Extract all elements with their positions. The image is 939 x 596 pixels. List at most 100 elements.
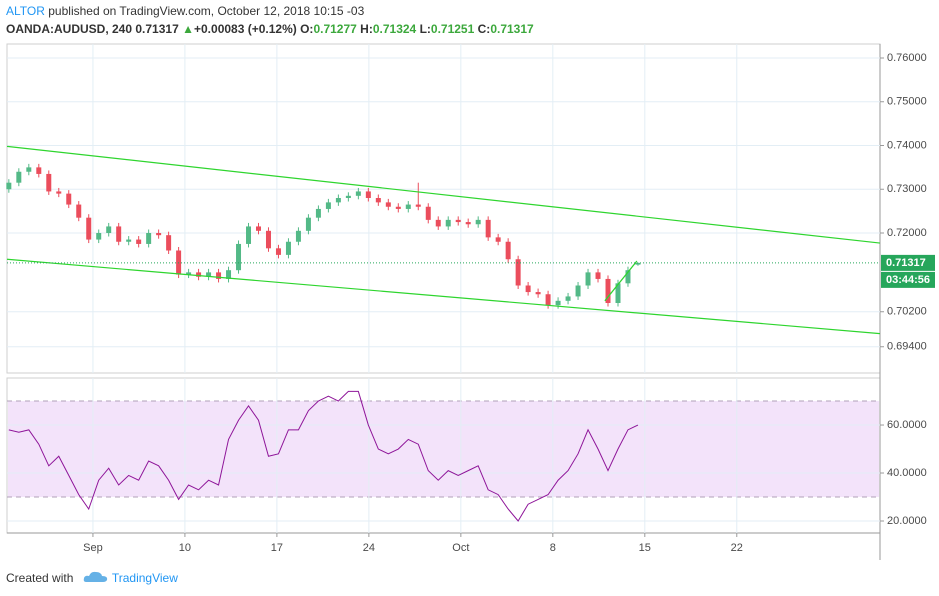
created-with: Created with	[6, 571, 74, 585]
x-tick-label: 15	[639, 542, 651, 554]
candle-body	[246, 226, 252, 244]
candle-body	[475, 219, 481, 225]
rsi-line	[8, 390, 639, 522]
candle-body	[415, 204, 421, 207]
y-tick-label: 20.0000	[887, 515, 927, 527]
last-price-label: 0.71317	[886, 257, 926, 269]
candle-body	[26, 167, 32, 172]
candle-body	[345, 195, 351, 198]
candle-body	[96, 233, 102, 240]
author: ALTOR	[6, 4, 45, 18]
ohlc-label: C:	[477, 22, 491, 36]
candle-body	[355, 191, 361, 196]
candle-body	[186, 272, 192, 275]
candle-body	[505, 241, 511, 260]
x-tick-label: 17	[271, 542, 283, 554]
candle-body	[226, 270, 232, 279]
candle-body	[635, 262, 641, 265]
candle-body	[365, 191, 371, 198]
candle-body	[166, 235, 172, 251]
y-tick-label: 0.74000	[887, 139, 927, 151]
ohlc-label: L:	[419, 22, 431, 36]
logo	[83, 571, 107, 582]
candle-body	[405, 204, 411, 209]
candle-body	[265, 230, 271, 249]
candle-body	[76, 204, 82, 218]
candle-body	[36, 167, 42, 174]
countdown-box	[881, 271, 935, 288]
x-tick-label: Sep	[83, 542, 103, 554]
trendline	[604, 260, 638, 302]
x-tick-label: Oct	[452, 542, 469, 554]
ohlc-value: 0.71277	[313, 22, 357, 36]
candle-body	[46, 173, 52, 192]
candle-body	[325, 202, 331, 209]
candle-body	[285, 241, 291, 255]
footer: Created with TradingView	[6, 570, 178, 585]
candle-body	[295, 230, 301, 242]
candle-body	[146, 233, 152, 244]
x-tick-label: 22	[731, 542, 743, 554]
candle-body	[275, 248, 281, 255]
candle-body	[395, 206, 401, 209]
candle-body	[196, 272, 202, 277]
x-tick-label: 24	[363, 542, 375, 554]
candle-body	[485, 219, 491, 238]
chart: 0.76000 0.75000 0.74000 0.73000 0.72000 0.702…	[6, 43, 935, 560]
candle-body	[495, 237, 501, 242]
candle-body	[206, 272, 212, 277]
candle-body	[16, 171, 22, 183]
x-tick-label: 8	[550, 542, 556, 554]
candle-body	[555, 300, 561, 306]
y-tick-label: 0.70200	[887, 306, 927, 318]
candle-body	[156, 233, 162, 236]
candle-body	[385, 202, 391, 207]
brand[interactable]: TradingView	[111, 571, 178, 585]
y-tick-label: 60.0000	[887, 419, 927, 431]
candle-body	[56, 191, 62, 194]
candle-body	[525, 285, 531, 293]
candle-body	[126, 239, 132, 242]
candle-body	[595, 272, 601, 279]
candle-body	[136, 239, 142, 244]
candle-body	[625, 270, 631, 284]
ohlc-value: 0.71251	[430, 22, 475, 36]
ohlc-value: 0.71324	[372, 22, 417, 36]
y-tick-label: 0.75000	[887, 96, 927, 108]
candle-body	[315, 208, 321, 218]
candle-body	[305, 217, 311, 231]
candle-body	[435, 219, 441, 227]
candle-body	[425, 206, 431, 220]
change: +0.00083 (+0.12%)	[194, 22, 297, 36]
y-tick-label: 0.76000	[887, 52, 927, 64]
candle-body	[6, 182, 12, 190]
ohlc-value: 0.71317	[490, 22, 534, 36]
ohlc-label: H:	[360, 22, 373, 36]
price-pane	[6, 43, 881, 374]
header-line-1: ALTOR published on TradingView.com, Octo…	[6, 4, 364, 18]
candle-body	[66, 193, 72, 205]
candle-body	[535, 292, 541, 295]
countdown: 03:44:56	[886, 274, 930, 286]
header-line-2: OANDA:AUDUSD, 240 0.71317 ▲+0.00083 (+0.…	[6, 22, 534, 36]
y-tick-label: 40.0000	[887, 467, 927, 479]
candle-body	[575, 285, 581, 297]
candle-body	[216, 272, 222, 279]
candle-body	[605, 278, 611, 303]
last-price-box	[881, 254, 935, 271]
published: published on TradingView.com, October 12…	[48, 4, 365, 18]
y-tick-label: 0.73000	[887, 183, 927, 195]
candle-body	[106, 226, 112, 233]
x-tick-label: 10	[179, 542, 191, 554]
candle-body	[236, 243, 242, 271]
y-tick-label: 0.72000	[887, 227, 927, 239]
candle-body	[335, 198, 341, 203]
candle-body	[545, 294, 551, 306]
last: 0.71317	[135, 22, 179, 36]
candle-body	[515, 259, 521, 286]
symbol: OANDA:AUDUSD, 240	[6, 22, 133, 36]
candle-body	[445, 219, 451, 227]
rsi-band	[8, 401, 879, 498]
candle-body	[116, 226, 122, 242]
